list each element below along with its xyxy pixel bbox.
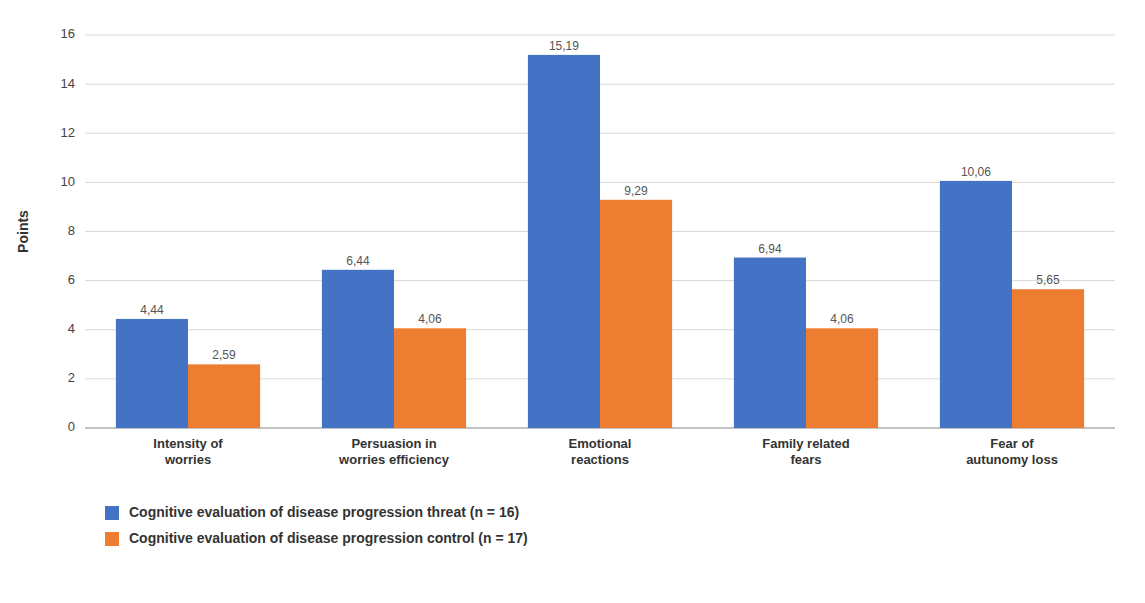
bar xyxy=(322,270,394,428)
x-tick-label: Family relatedfears xyxy=(762,436,849,467)
bar xyxy=(116,319,188,428)
bar xyxy=(188,364,260,428)
data-label: 10,06 xyxy=(961,165,991,179)
y-tick-label: 8 xyxy=(68,223,75,238)
x-tick-label-line: autunomy loss xyxy=(966,452,1058,467)
data-label: 5,65 xyxy=(1036,273,1060,287)
x-tick-label-line: fears xyxy=(790,452,821,467)
data-label: 4,44 xyxy=(140,303,164,317)
data-label: 2,59 xyxy=(212,348,236,362)
data-label: 9,29 xyxy=(624,184,648,198)
y-tick-label: 6 xyxy=(68,272,75,287)
data-label: 6,44 xyxy=(346,254,370,268)
data-label: 15,19 xyxy=(549,39,579,53)
x-tick-label-line: Intensity of xyxy=(153,436,223,451)
y-tick-label: 16 xyxy=(61,26,75,41)
legend-label: Cognitive evaluation of disease progress… xyxy=(129,504,519,520)
chart: 0 2 4 6 8 10 12 14 16 Points 4,44 6,44 15,19 6,94 10,0… xyxy=(0,0,1145,603)
y-tick-label: 2 xyxy=(68,370,75,385)
x-tick-label: Persuasion inworries efficiency xyxy=(338,436,450,467)
bar xyxy=(1012,289,1084,428)
y-tick-label: 4 xyxy=(68,321,75,336)
y-axis-label: Points xyxy=(15,210,31,253)
legend-swatch xyxy=(105,506,119,520)
x-tick-label-line: worries efficiency xyxy=(338,452,450,467)
bar xyxy=(528,55,600,428)
data-label: 4,06 xyxy=(830,312,854,326)
x-axis: Intensity ofworries Persuasion inworries … xyxy=(153,436,1058,467)
x-tick-label: Emotionalreactions xyxy=(569,436,632,467)
bar xyxy=(734,258,806,428)
grid-line xyxy=(85,35,1115,36)
y-tick-label: 14 xyxy=(61,76,75,91)
y-tick-label: 12 xyxy=(61,125,75,140)
bar xyxy=(940,181,1012,428)
legend-swatch xyxy=(105,532,119,546)
legend-label: Cognitive evaluation of disease progress… xyxy=(129,530,528,546)
bar xyxy=(806,328,878,428)
y-tick-label: 0 xyxy=(68,419,75,434)
x-tick-label: Intensity ofworries xyxy=(153,436,223,467)
x-tick-label-line: reactions xyxy=(571,452,629,467)
x-tick-label: Fear ofautunomy loss xyxy=(966,436,1058,467)
data-labels: 4,44 6,44 15,19 6,94 10,06 2,59 4,06 9,29 4,06 5,… xyxy=(140,39,1060,362)
x-tick-label-line: Emotional xyxy=(569,436,632,451)
legend: Cognitive evaluation of disease progress… xyxy=(105,504,528,546)
x-tick-label-line: worries xyxy=(164,452,211,467)
grid xyxy=(85,35,1115,428)
data-label: 6,94 xyxy=(758,242,782,256)
y-tick-label: 10 xyxy=(61,174,75,189)
bar xyxy=(600,200,672,428)
bar xyxy=(394,328,466,428)
bars xyxy=(116,55,1084,428)
x-tick-label-line: Persuasion in xyxy=(351,436,436,451)
y-axis: 0 2 4 6 8 10 12 14 16 xyxy=(61,26,75,434)
data-label: 4,06 xyxy=(418,312,442,326)
x-tick-label-line: Fear of xyxy=(990,436,1034,451)
x-tick-label-line: Family related xyxy=(762,436,849,451)
